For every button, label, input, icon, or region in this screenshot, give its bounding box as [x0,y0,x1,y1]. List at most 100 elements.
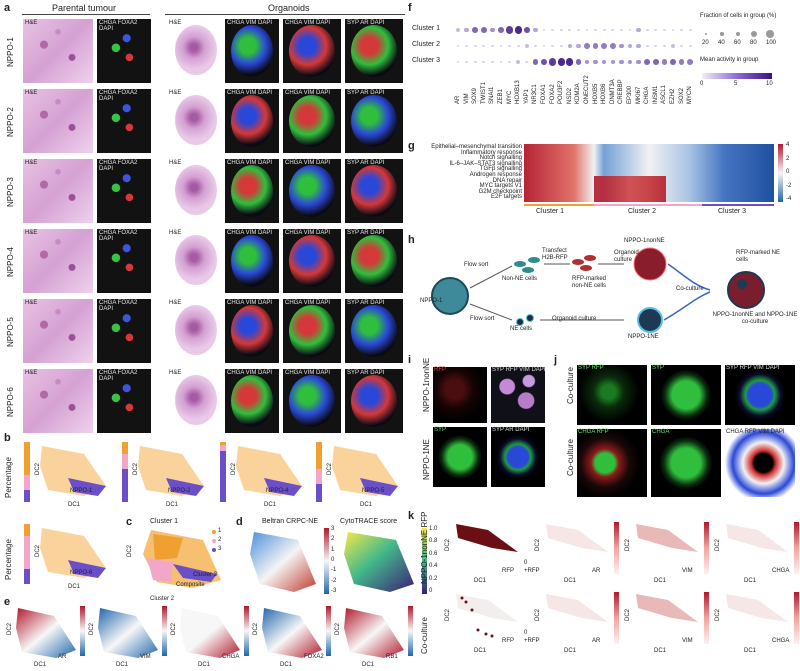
f-dot [610,59,615,65]
f-dot [687,59,694,65]
f-gene-label: HOXB5 [592,83,599,104]
f-dot [566,58,574,66]
b-stacked-segment [122,469,128,502]
k-ylabel: DC2 [535,608,542,622]
j-tile-5 [650,428,722,498]
a-stain-label: H&E [25,90,38,96]
h-ne-cells-label: NE cells [510,326,533,332]
f-size-legend-label: 20 [702,40,709,46]
e-xlabel: DC1 [198,662,211,668]
f-color-tick-5: 5 [734,81,738,87]
colorbar-tick: -2 [331,577,337,584]
f-color-legend-title: Mean activity in group [700,57,759,63]
a-organoid-fluor [351,375,397,427]
b-xlabel: DC1 [68,502,81,508]
k-xlabel: DC1 [744,578,757,584]
a-stain-label: H&E [25,370,38,376]
f-dot [601,43,608,49]
f-gene-label: KDM2A [575,83,582,104]
f-gene-label: ONECUT2 [584,75,590,104]
a-row-label: NPPO-3 [6,177,15,207]
a-image-tile: CHGA VIM DAPI [224,18,280,84]
f-dot [619,28,623,32]
f-dot [508,60,512,64]
a-stain-label: CHGA VIM DAPI [285,230,331,236]
h-arrow-flow-top [469,265,513,289]
f-dot [498,27,504,33]
f-size-legend-dot [735,31,741,37]
f-dot [499,60,503,64]
h-flow-sort-bottom: Flow sort [470,316,495,322]
k-scatter [726,524,788,552]
organoids-header-rule [165,14,405,15]
e-colorbar [162,606,167,656]
c-legend-3: 3 [218,546,222,552]
b-stacked-segment [24,442,30,475]
a-image-tile: CHGA FOXA2 DAPI [96,18,152,84]
h-rfp-cell-3 [580,265,592,271]
f-dot [490,60,494,64]
b-plot-name: NPPO-5 [362,488,385,494]
b-stacked-segment [24,475,30,490]
f-dot [602,28,606,32]
a-image-tile: SYP AR DAPI [344,298,404,364]
b-xlabel: DC1 [264,502,277,508]
f-gene-label: NR3C1 [532,84,539,104]
g-cluster2-label: Cluster 2 [628,208,657,215]
a-stain-label: CHGA FOXA2 DAPI [99,300,138,312]
g-pathway-label: Inflammatory response [460,149,522,156]
a-row-label: NPPO-4 [6,247,15,277]
a-stain-label: CHGA FOXA2 DAPI [99,160,138,172]
f-size-legend-title: Fraction of cells in group (%) [700,13,777,19]
b-stacked-segment [316,484,322,502]
a-stain-label: H&E [169,90,182,96]
f-dot [464,27,469,33]
panel-d-label: d [236,516,243,528]
a-organoid-he [175,305,217,355]
f-dot [678,59,685,65]
f-dot [688,44,692,48]
i-stain-syp-ar: SYP AR DAPI [492,427,530,433]
e-ylabel: DC2 [253,622,260,636]
k-xlabel: DC1 [564,648,577,654]
f-dot [472,27,479,33]
k-colorbar [794,592,799,644]
f-size-legend-dot [720,32,724,36]
a-image-tile: CHGA VIM DAPI [282,298,342,364]
f-dot [645,44,649,48]
h-rfp-ne-label: RFP-marked NE cells [736,250,781,263]
colorbar-tick: 0 [331,557,335,563]
panel-a-label: a [4,2,11,14]
a-organoid-fluor [351,235,397,287]
a-stain-label: CHGA VIM DAPI [227,300,273,306]
f-gene-label: HOXB13 [515,80,522,104]
k-scatter [636,594,698,622]
f-row-label: Cluster 3 [412,57,441,64]
f-dot [465,60,469,64]
e-ylabel: DC2 [171,622,178,636]
f-dot [576,43,581,49]
g-pathway-label: MYC targets V1 [479,183,522,190]
f-dot [671,28,675,32]
a-stain-label: H&E [25,300,38,306]
f-dot [680,28,684,32]
colorbar-tick: 0 [786,169,790,175]
a-stain-label: CHGA VIM DAPI [285,160,331,166]
k-col-label: RFP [502,638,514,644]
j-stain-6: CHGA RFP VIM DAPI [726,429,785,435]
a-stain-label: CHGA VIM DAPI [227,90,273,96]
b-xlabel: DC1 [68,584,81,590]
f-dot [465,44,469,48]
h-ne-organoid [637,307,663,333]
f-dot [490,27,495,33]
e-ylabel: DC2 [89,622,96,636]
b-ylabel: Percentage [4,457,13,498]
f-gene-label: CREBBP [618,79,625,104]
k-xlabel: DC1 [654,648,667,654]
h-result-organoid [727,271,765,309]
a-row-label: NPPO-1 [6,37,15,67]
f-dot [533,44,537,48]
f-dot [516,59,521,65]
f-gene-label: INSM1 [652,85,659,104]
h-arrow-flow-bottom [469,303,513,321]
